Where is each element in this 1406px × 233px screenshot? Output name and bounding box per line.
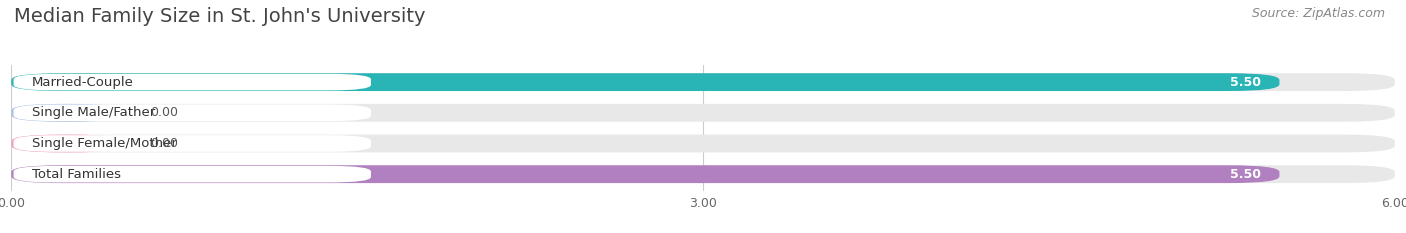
Text: Married-Couple: Married-Couple — [32, 76, 134, 89]
Text: Single Male/Father: Single Male/Father — [32, 106, 155, 119]
Text: 5.50: 5.50 — [1230, 76, 1261, 89]
FancyBboxPatch shape — [11, 73, 1279, 91]
Text: 5.50: 5.50 — [1230, 168, 1261, 181]
FancyBboxPatch shape — [14, 135, 371, 152]
FancyBboxPatch shape — [14, 74, 371, 90]
Text: 0.00: 0.00 — [150, 106, 179, 119]
FancyBboxPatch shape — [11, 165, 1279, 183]
FancyBboxPatch shape — [11, 135, 122, 152]
Text: 0.00: 0.00 — [150, 137, 179, 150]
FancyBboxPatch shape — [11, 135, 1395, 152]
FancyBboxPatch shape — [14, 105, 371, 121]
Text: Source: ZipAtlas.com: Source: ZipAtlas.com — [1251, 7, 1385, 20]
Text: Total Families: Total Families — [32, 168, 121, 181]
FancyBboxPatch shape — [14, 166, 371, 182]
Text: Single Female/Mother: Single Female/Mother — [32, 137, 177, 150]
FancyBboxPatch shape — [11, 165, 1395, 183]
FancyBboxPatch shape — [11, 104, 122, 122]
FancyBboxPatch shape — [11, 73, 1395, 91]
Text: Median Family Size in St. John's University: Median Family Size in St. John's Univers… — [14, 7, 426, 26]
FancyBboxPatch shape — [11, 104, 1395, 122]
